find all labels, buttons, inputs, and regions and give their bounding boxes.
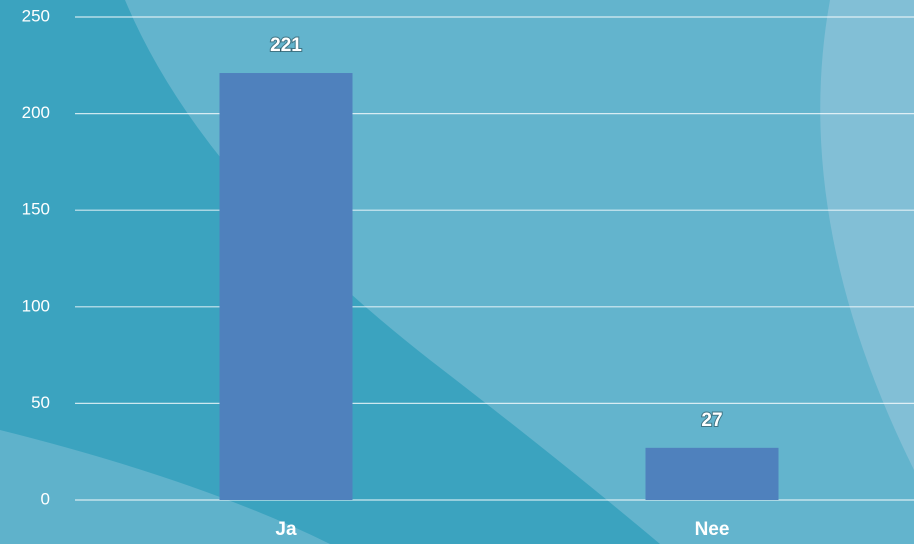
bar	[219, 73, 353, 500]
y-tick-label: 150	[22, 200, 50, 219]
background-shape	[0, 430, 330, 544]
y-tick-label: 0	[41, 489, 50, 508]
x-tick-label: Nee	[695, 519, 730, 540]
y-tick-label: 50	[31, 393, 50, 412]
data-label: 221	[270, 35, 302, 56]
bar	[645, 447, 779, 500]
y-tick-label: 250	[22, 6, 50, 25]
background-shape	[820, 0, 914, 470]
background-shape	[0, 0, 660, 544]
x-tick-label: Ja	[275, 519, 297, 540]
data-label: 27	[701, 410, 722, 431]
y-tick-label: 200	[22, 103, 50, 122]
y-tick-label: 100	[22, 296, 50, 315]
